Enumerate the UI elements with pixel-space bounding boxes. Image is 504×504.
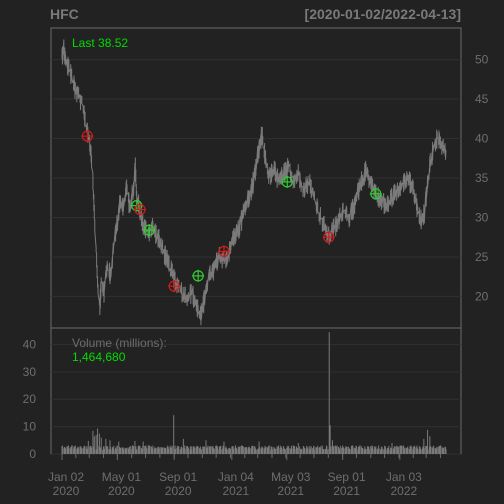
volume-panel: 0 10 20 30 40 Volume (millions): 1,464,680 xyxy=(23,327,462,461)
x-tick-label-year: 2021 xyxy=(277,484,304,498)
trade-markers xyxy=(81,130,382,293)
volume-label: Volume (millions): xyxy=(72,336,167,350)
price-panel: 20 25 30 35 40 45 50 Last 38.52 xyxy=(50,27,489,329)
volume-y-axis: 0 10 20 30 40 xyxy=(23,337,37,461)
price-y-tick-label: 25 xyxy=(475,250,489,264)
price-grid xyxy=(51,59,461,297)
volume-value: 1,464,680 xyxy=(72,350,126,364)
volume-y-tick-label: 40 xyxy=(23,337,37,351)
x-tick-label-month: Sep 01 xyxy=(159,470,197,484)
volume-grid xyxy=(51,343,461,455)
price-y-tick-label: 50 xyxy=(475,53,489,67)
x-tick-label-month: Jan 04 xyxy=(218,470,254,484)
price-y-tick-label: 40 xyxy=(475,132,489,146)
x-tick-label-month: May 03 xyxy=(271,470,311,484)
volume-y-tick-label: 0 xyxy=(29,447,36,461)
trade-marker xyxy=(81,130,94,143)
price-y-axis: 20 25 30 35 40 45 50 xyxy=(475,53,489,304)
x-tick-label-month: Jan 02 xyxy=(48,470,84,484)
x-tick-label-month: Jan 03 xyxy=(386,470,422,484)
trade-marker xyxy=(168,280,181,293)
chart-title: HFC xyxy=(50,6,79,22)
x-tick-label-year: 2021 xyxy=(333,484,360,498)
trade-marker xyxy=(369,187,382,200)
trade-marker xyxy=(322,231,335,244)
trade-marker xyxy=(143,224,156,237)
x-tick-label-year: 2020 xyxy=(165,484,192,498)
price-y-tick-label: 35 xyxy=(475,171,489,185)
volume-bars xyxy=(61,332,447,454)
x-tick-label-year: 2021 xyxy=(222,484,249,498)
x-tick-label-year: 2020 xyxy=(53,484,80,498)
last-price-label: Last 38.52 xyxy=(72,36,128,50)
price-y-tick-label: 20 xyxy=(475,289,489,303)
trade-marker xyxy=(218,245,230,258)
price-y-tick-label: 30 xyxy=(475,210,489,224)
x-tick-label-year: 2020 xyxy=(108,484,135,498)
trade-marker xyxy=(192,269,205,282)
price-y-tick-label: 45 xyxy=(475,92,489,106)
x-tick-label-month: Sep 01 xyxy=(328,470,366,484)
volume-y-tick-label: 20 xyxy=(23,392,37,406)
volume-y-tick-label: 10 xyxy=(23,420,37,434)
volume-y-tick-label: 30 xyxy=(23,365,37,379)
x-tick-label-year: 2022 xyxy=(390,484,417,498)
price-series-line xyxy=(61,39,447,326)
trade-marker xyxy=(134,203,146,216)
trade-marker xyxy=(281,175,294,188)
x-tick-label-month: May 01 xyxy=(102,470,142,484)
date-range-label: [2020-01-02/2022-04-13] xyxy=(305,6,461,22)
